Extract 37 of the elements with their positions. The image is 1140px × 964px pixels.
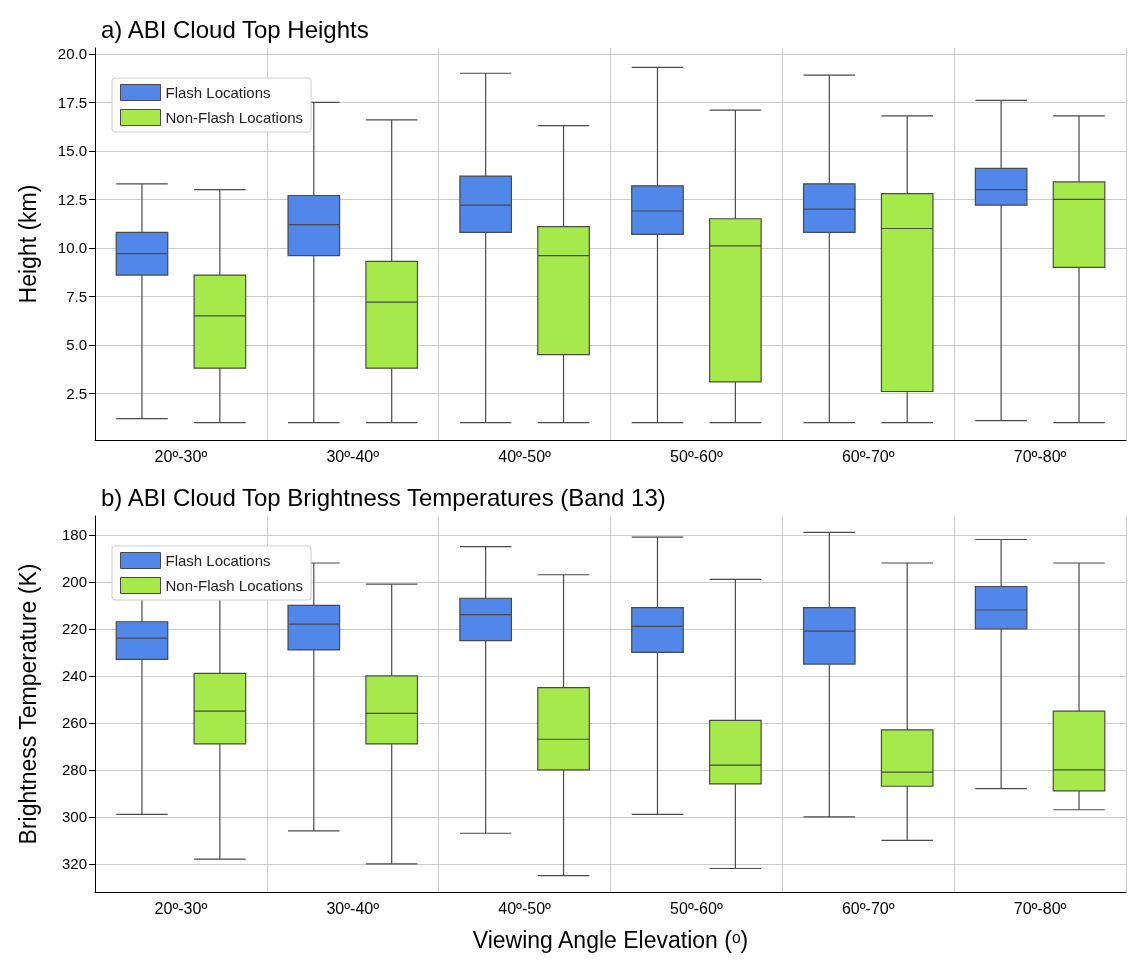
x-tick-label: 40º-50º [498, 899, 552, 917]
y-tick-label: 320 [61, 855, 87, 873]
legend-label: Non-Flash Locations [165, 577, 304, 594]
y-axis-title: Height (km) [14, 184, 41, 304]
y-tick-label: 300 [61, 808, 87, 826]
x-tick-label: 60º-70º [841, 447, 895, 465]
y-tick-label: 280 [61, 761, 87, 779]
chart-title: a) ABI Cloud Top Heights [101, 15, 369, 43]
y-tick-label: 12.5 [57, 190, 87, 208]
x-tick-label: 40º-50º [498, 447, 552, 465]
y-tick-label: 20.0 [57, 45, 87, 63]
chart-title: b) ABI Cloud Top Brightness Temperatures (Band 13) [101, 483, 666, 511]
legend-label: Flash Locations [165, 552, 271, 569]
x-tick-label: 30º-40º [326, 447, 380, 465]
x-tick-label: 50º-60º [670, 447, 723, 465]
y-tick-label: 15.0 [57, 142, 87, 160]
y-tick-label: 220 [61, 620, 87, 638]
y-tick-label: 200 [61, 573, 87, 591]
y-tick-label: 5.0 [66, 336, 87, 354]
x-tick-label: 60º-70º [841, 899, 895, 917]
x-tick-label: 30º-40º [326, 899, 380, 917]
y-tick-label: 180 [61, 526, 87, 544]
legend-label: Non-Flash Locations [165, 109, 304, 126]
y-tick-label: 240 [61, 667, 87, 685]
y-tick-label: 17.5 [57, 93, 87, 111]
y-tick-label: 7.5 [66, 287, 87, 305]
y-tick-label: 10.0 [57, 239, 87, 257]
x-tick-label: 20º-30º [154, 899, 208, 917]
y-axis-title: Brightness Temperature (K) [14, 563, 41, 845]
y-tick-label: 2.5 [66, 384, 87, 402]
x-axis-title: Viewing Angle Elevation (ᵒ) [472, 926, 749, 953]
x-tick-label: 50º-60º [670, 899, 723, 917]
y-tick-label: 260 [61, 714, 87, 732]
x-tick-label: 70º-80º [1013, 899, 1067, 917]
x-tick-label: 20º-30º [154, 447, 208, 465]
x-tick-label: 70º-80º [1013, 447, 1067, 465]
legend-label: Flash Locations [165, 84, 271, 101]
